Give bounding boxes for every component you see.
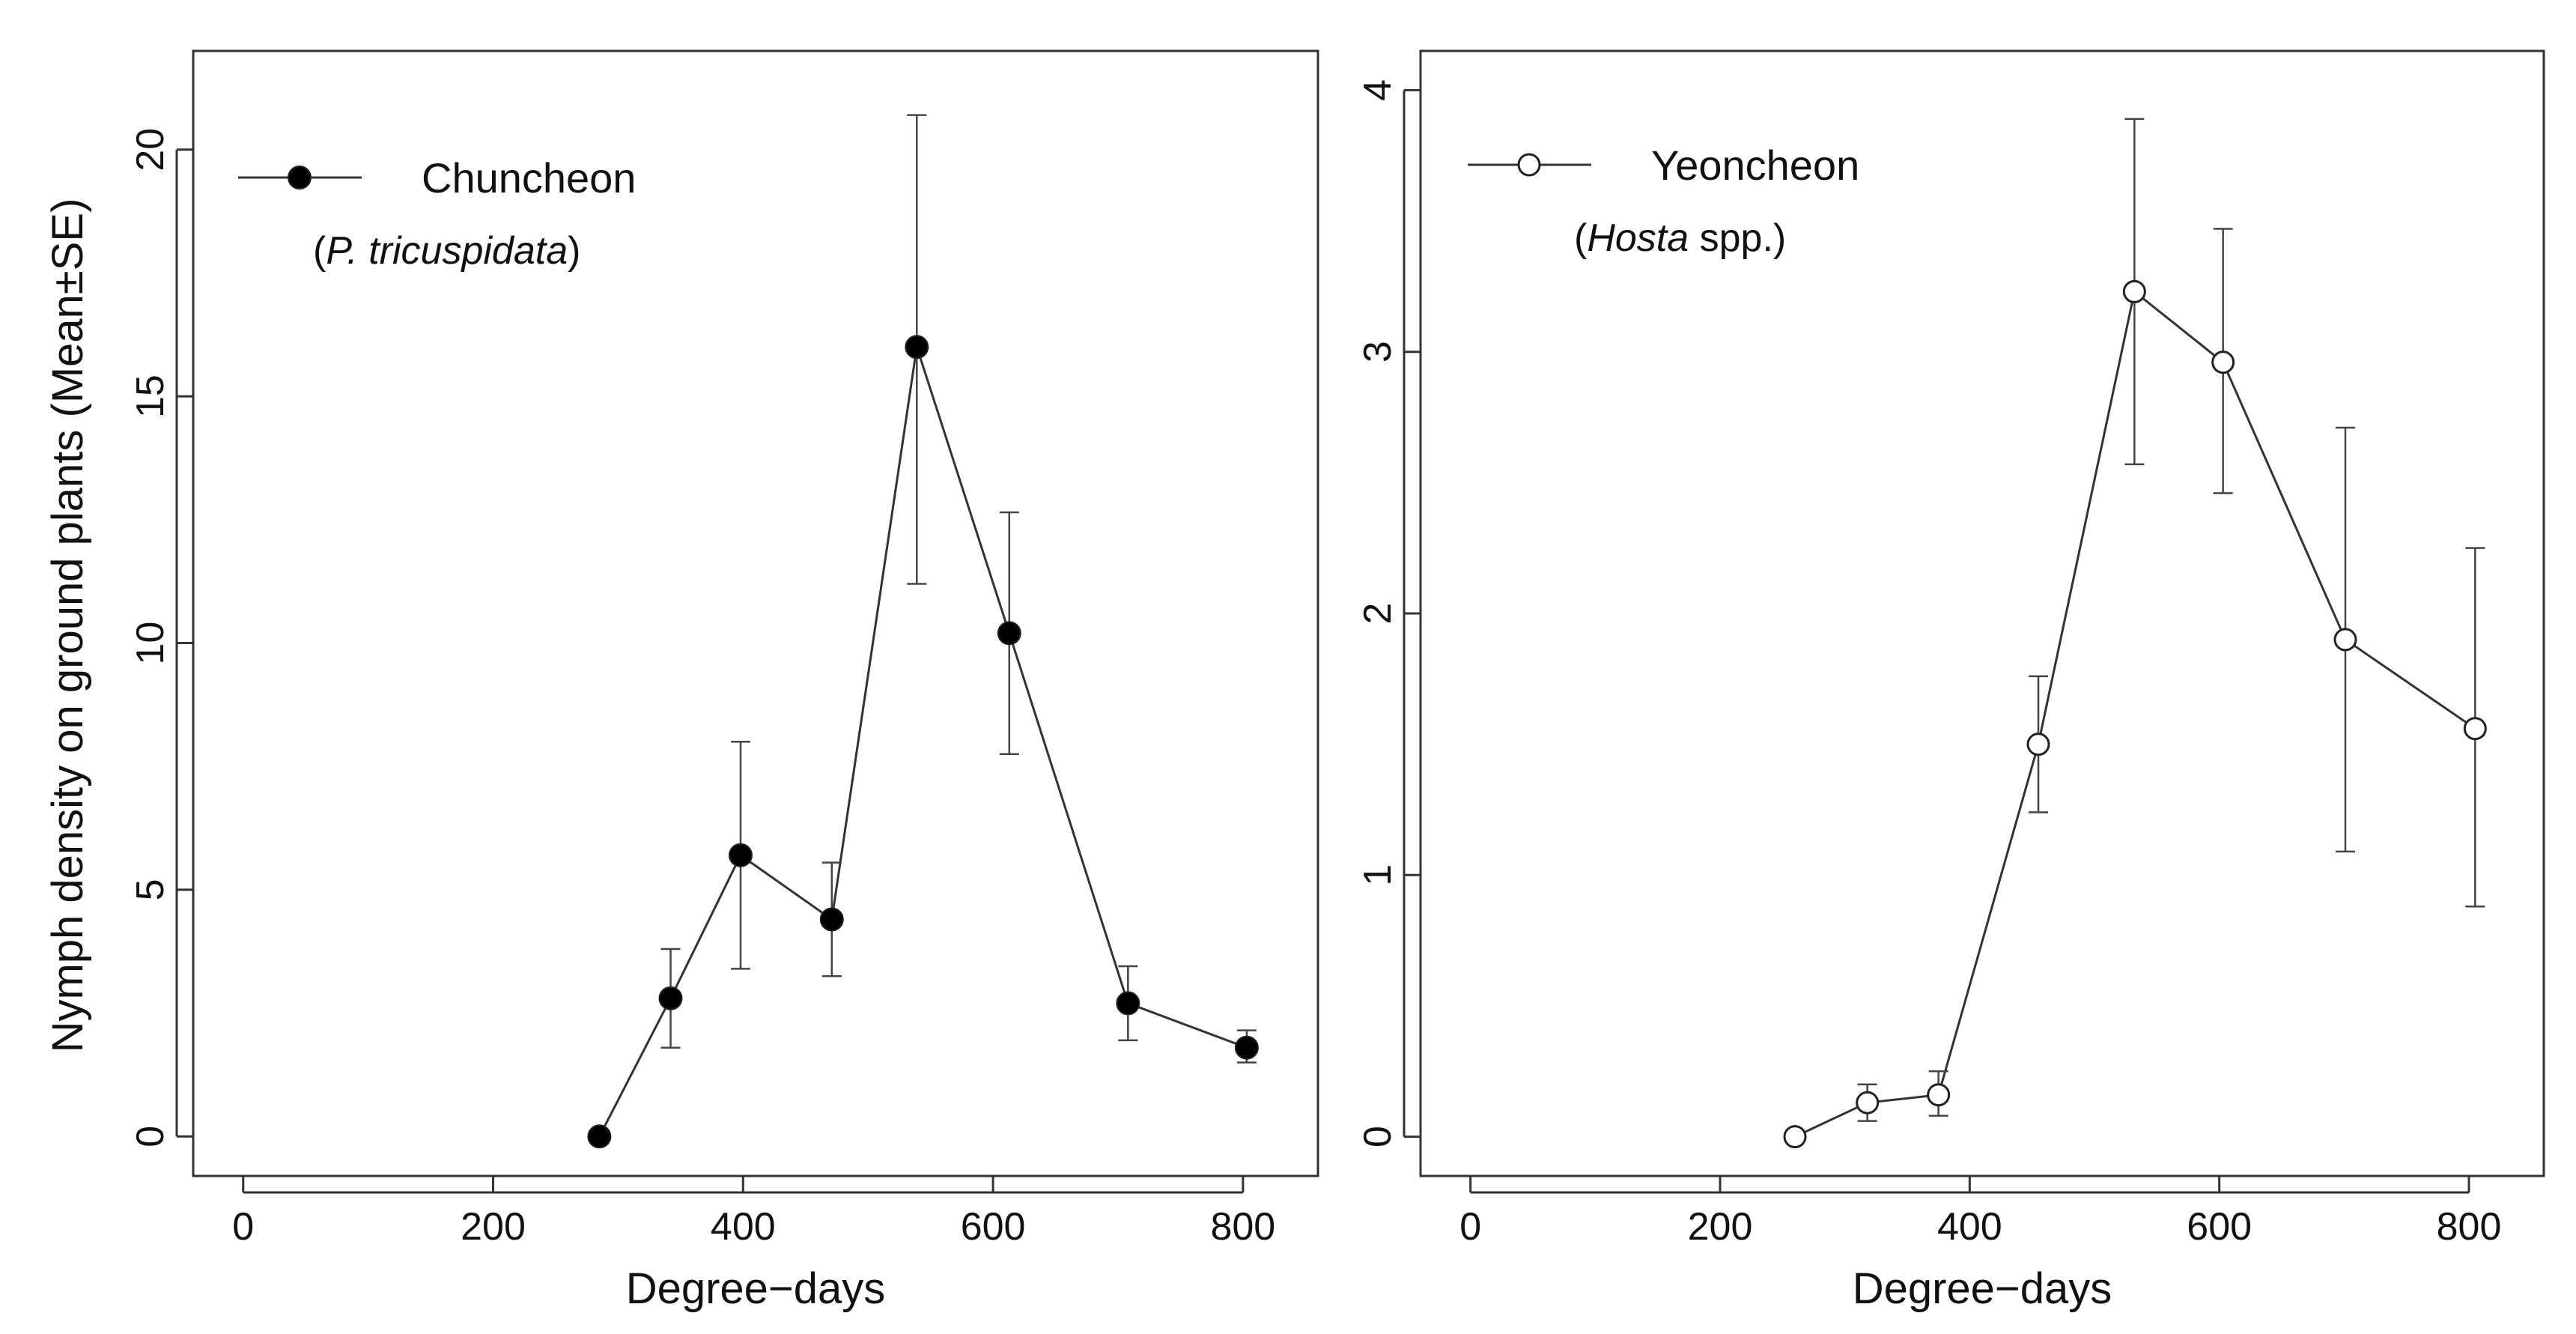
data-point	[905, 335, 929, 360]
x-axis-label: Degree−days	[1853, 1264, 2112, 1313]
y-tick-label: 20	[129, 128, 172, 172]
x-tick-label: 400	[1937, 1205, 2002, 1249]
x-tick-label: 800	[1210, 1205, 1275, 1249]
legend-site-label: Chuncheon	[422, 154, 636, 201]
x-tick-label: 0	[232, 1205, 254, 1249]
data-point	[1927, 1083, 1951, 1107]
x-tick-label: 0	[1459, 1205, 1481, 1249]
y-tick-label: 3	[1356, 341, 1400, 363]
series-line	[598, 346, 1248, 1137]
y-axis-label: Nymph density on ground plants (Mean±SE)	[43, 198, 92, 1053]
data-point	[728, 843, 753, 867]
data-point	[2463, 717, 2487, 741]
legend-site-label: Yeoncheon	[1651, 142, 1859, 189]
data-point	[1116, 991, 1140, 1016]
y-tick-label: 10	[129, 622, 172, 665]
y-tick-label: 2	[1356, 603, 1400, 625]
x-tick-label: 400	[711, 1205, 776, 1249]
panel-chuncheon: 0 200 400 600 800 Degree−days 0 5 10 15 20 Chuncheo…	[129, 49, 1319, 1313]
data-point	[2122, 279, 2146, 303]
legend-host-label: (P. tricuspidata)	[313, 229, 580, 273]
data-point	[1234, 1035, 1259, 1060]
data-point	[1783, 1125, 1807, 1149]
data-point	[587, 1124, 612, 1149]
data-point	[2333, 628, 2357, 652]
y-tick-label: 15	[129, 375, 172, 418]
y-tick-label: 0	[129, 1126, 172, 1147]
data-point	[1856, 1091, 1880, 1115]
y-tick-label: 1	[1356, 864, 1400, 886]
data-point	[997, 621, 1021, 646]
y-tick-label: 5	[129, 879, 172, 900]
panel-yeoncheon: 0 200 400 600 800 Degree−days 0 1 2 3 4 Yeoncheon (H…	[1356, 49, 2545, 1313]
x-tick-label: 600	[961, 1205, 1026, 1249]
x-axis-label: Degree−days	[626, 1264, 886, 1313]
x-tick-label: 200	[461, 1205, 526, 1249]
legend-host-label: (Hosta spp.)	[1574, 216, 1786, 260]
y-tick-label: 4	[1356, 79, 1400, 101]
plot-frame	[192, 49, 1319, 1177]
data-point	[819, 907, 844, 932]
data-point	[2211, 351, 2235, 375]
data-point	[658, 986, 683, 1010]
x-tick-label: 600	[2187, 1205, 2252, 1249]
legend-marker	[1517, 153, 1541, 177]
y-tick-label: 0	[1356, 1126, 1400, 1147]
series-line	[1794, 289, 2476, 1138]
x-tick-label: 800	[2437, 1205, 2502, 1249]
data-point	[2026, 733, 2050, 757]
legend-marker	[288, 166, 312, 190]
x-tick-label: 200	[1688, 1205, 1753, 1249]
